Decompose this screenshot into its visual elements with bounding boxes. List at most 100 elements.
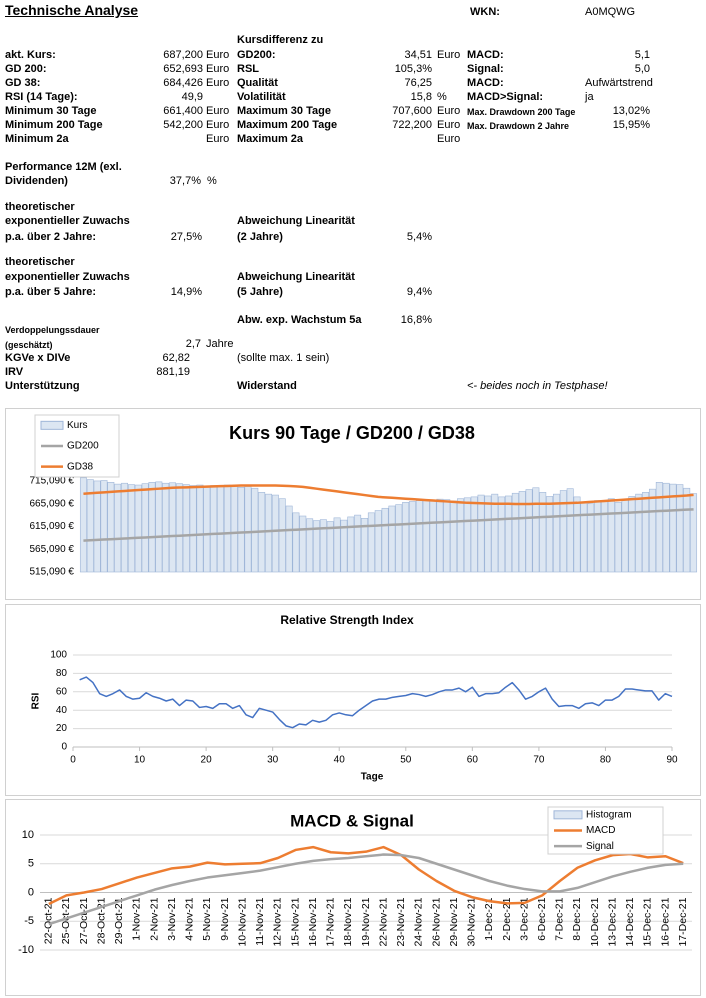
unit: Jahre	[206, 338, 234, 350]
label: Max. Drawdown 200 Tage	[467, 107, 576, 117]
x-tick-label: 40	[334, 755, 346, 766]
bar	[127, 484, 135, 573]
bar	[141, 483, 149, 573]
bar	[573, 496, 581, 573]
value: ja	[585, 91, 594, 103]
bar	[594, 500, 602, 573]
value: 5,1	[634, 49, 650, 61]
label: MACD:	[467, 77, 504, 89]
bar	[470, 496, 478, 573]
legend-label: Signal	[586, 841, 614, 852]
value: 661,400	[163, 105, 203, 117]
value: 5,4%	[406, 231, 432, 243]
line	[83, 484, 694, 506]
label: Maximum 200 Tage	[237, 119, 338, 131]
x-tick-label: 30-Nov-21	[466, 897, 478, 946]
value: 34,51	[404, 49, 432, 61]
label: (5 Jahre)	[237, 286, 283, 298]
bar	[553, 493, 560, 573]
bar	[546, 496, 554, 573]
bar	[100, 480, 108, 573]
bar	[457, 498, 464, 573]
bar	[395, 504, 403, 573]
label: p.a. über 5 Jahre:	[5, 286, 97, 298]
bar	[93, 480, 101, 573]
label: Abw. exp. Wachstum 5a	[237, 314, 362, 326]
bar	[477, 494, 485, 573]
bar	[182, 484, 190, 573]
value: 2,7	[185, 338, 201, 350]
unit: Euro	[206, 49, 230, 61]
x-tick-label: 3-Nov-21	[166, 897, 178, 940]
value: 49,9	[181, 91, 203, 103]
x-tick-label: 23-Nov-21	[395, 897, 407, 946]
x-tick-label: 2-Dec-21	[501, 897, 513, 940]
bar	[155, 481, 163, 573]
value: 707,600	[392, 105, 432, 117]
bar	[614, 502, 622, 573]
title: Technische Analyse	[5, 2, 139, 18]
x-tick-label: 12-Nov-21	[272, 897, 284, 946]
value: 684,426	[163, 77, 203, 89]
label: Verdoppelungssdauer	[5, 325, 100, 335]
bar	[621, 499, 629, 573]
legend-swatch	[40, 420, 64, 430]
label: GD 38:	[5, 77, 41, 89]
note: <- beides noch in Testphase!	[467, 380, 608, 392]
legend-label: Kurs	[67, 420, 88, 431]
bar	[107, 482, 115, 573]
x-tick-label: 5-Nov-21	[201, 897, 213, 940]
label: Minimum 2a	[5, 133, 69, 145]
label: (2 Jahre)	[237, 231, 283, 243]
label: KGVe x DIVe	[5, 352, 71, 364]
bar	[196, 484, 204, 573]
value: 15,8	[410, 91, 432, 103]
value: 37,7%	[169, 175, 201, 187]
unit: Euro	[437, 119, 461, 131]
value: 13,02%	[612, 105, 650, 117]
x-tick-label: 1-Nov-21	[131, 897, 143, 940]
x-tick-label: 24-Nov-21	[413, 897, 425, 946]
y-tick-label: -5	[24, 915, 34, 927]
x-tick-label: 80	[600, 755, 612, 766]
label: MACD>Signal:	[467, 91, 544, 103]
x-tick-label: 4-Nov-21	[184, 897, 196, 940]
bar	[484, 495, 492, 573]
unit: Euro	[437, 105, 461, 117]
x-tick-label: 27-Oct-21	[78, 897, 90, 944]
label: Kursdifferenz zu	[237, 34, 324, 46]
bar	[340, 519, 348, 573]
x-tick-label: 7-Dec-21	[554, 897, 566, 940]
value: A0MQWG	[585, 6, 636, 18]
bar	[299, 515, 307, 573]
y-tick-label: 100	[50, 650, 67, 661]
bar	[292, 512, 300, 573]
bar	[326, 521, 334, 573]
bar	[381, 507, 389, 573]
label: Abweichung Linearität	[237, 215, 355, 227]
bar	[265, 493, 272, 573]
x-tick-label: 16-Nov-21	[307, 897, 319, 946]
bar	[436, 498, 444, 573]
y-tick-label: 60	[56, 686, 68, 697]
bar	[690, 493, 698, 573]
line	[79, 676, 673, 729]
bar	[642, 492, 650, 573]
bar	[655, 482, 663, 573]
y-tick-label: 565,090 €	[30, 544, 75, 555]
bar	[443, 499, 451, 573]
bar	[114, 483, 122, 573]
bar	[628, 496, 636, 573]
bar	[189, 485, 197, 573]
y-tick-label: 665,090 €	[30, 498, 75, 509]
bar	[402, 502, 410, 573]
label: MACD:	[467, 49, 504, 61]
x-tick-label: 20	[201, 755, 213, 766]
x-tick-label: 0	[70, 755, 76, 766]
bar	[134, 484, 142, 573]
bar	[532, 487, 540, 573]
label: theoretischer	[5, 201, 75, 213]
legend-label: GD200	[67, 441, 99, 452]
